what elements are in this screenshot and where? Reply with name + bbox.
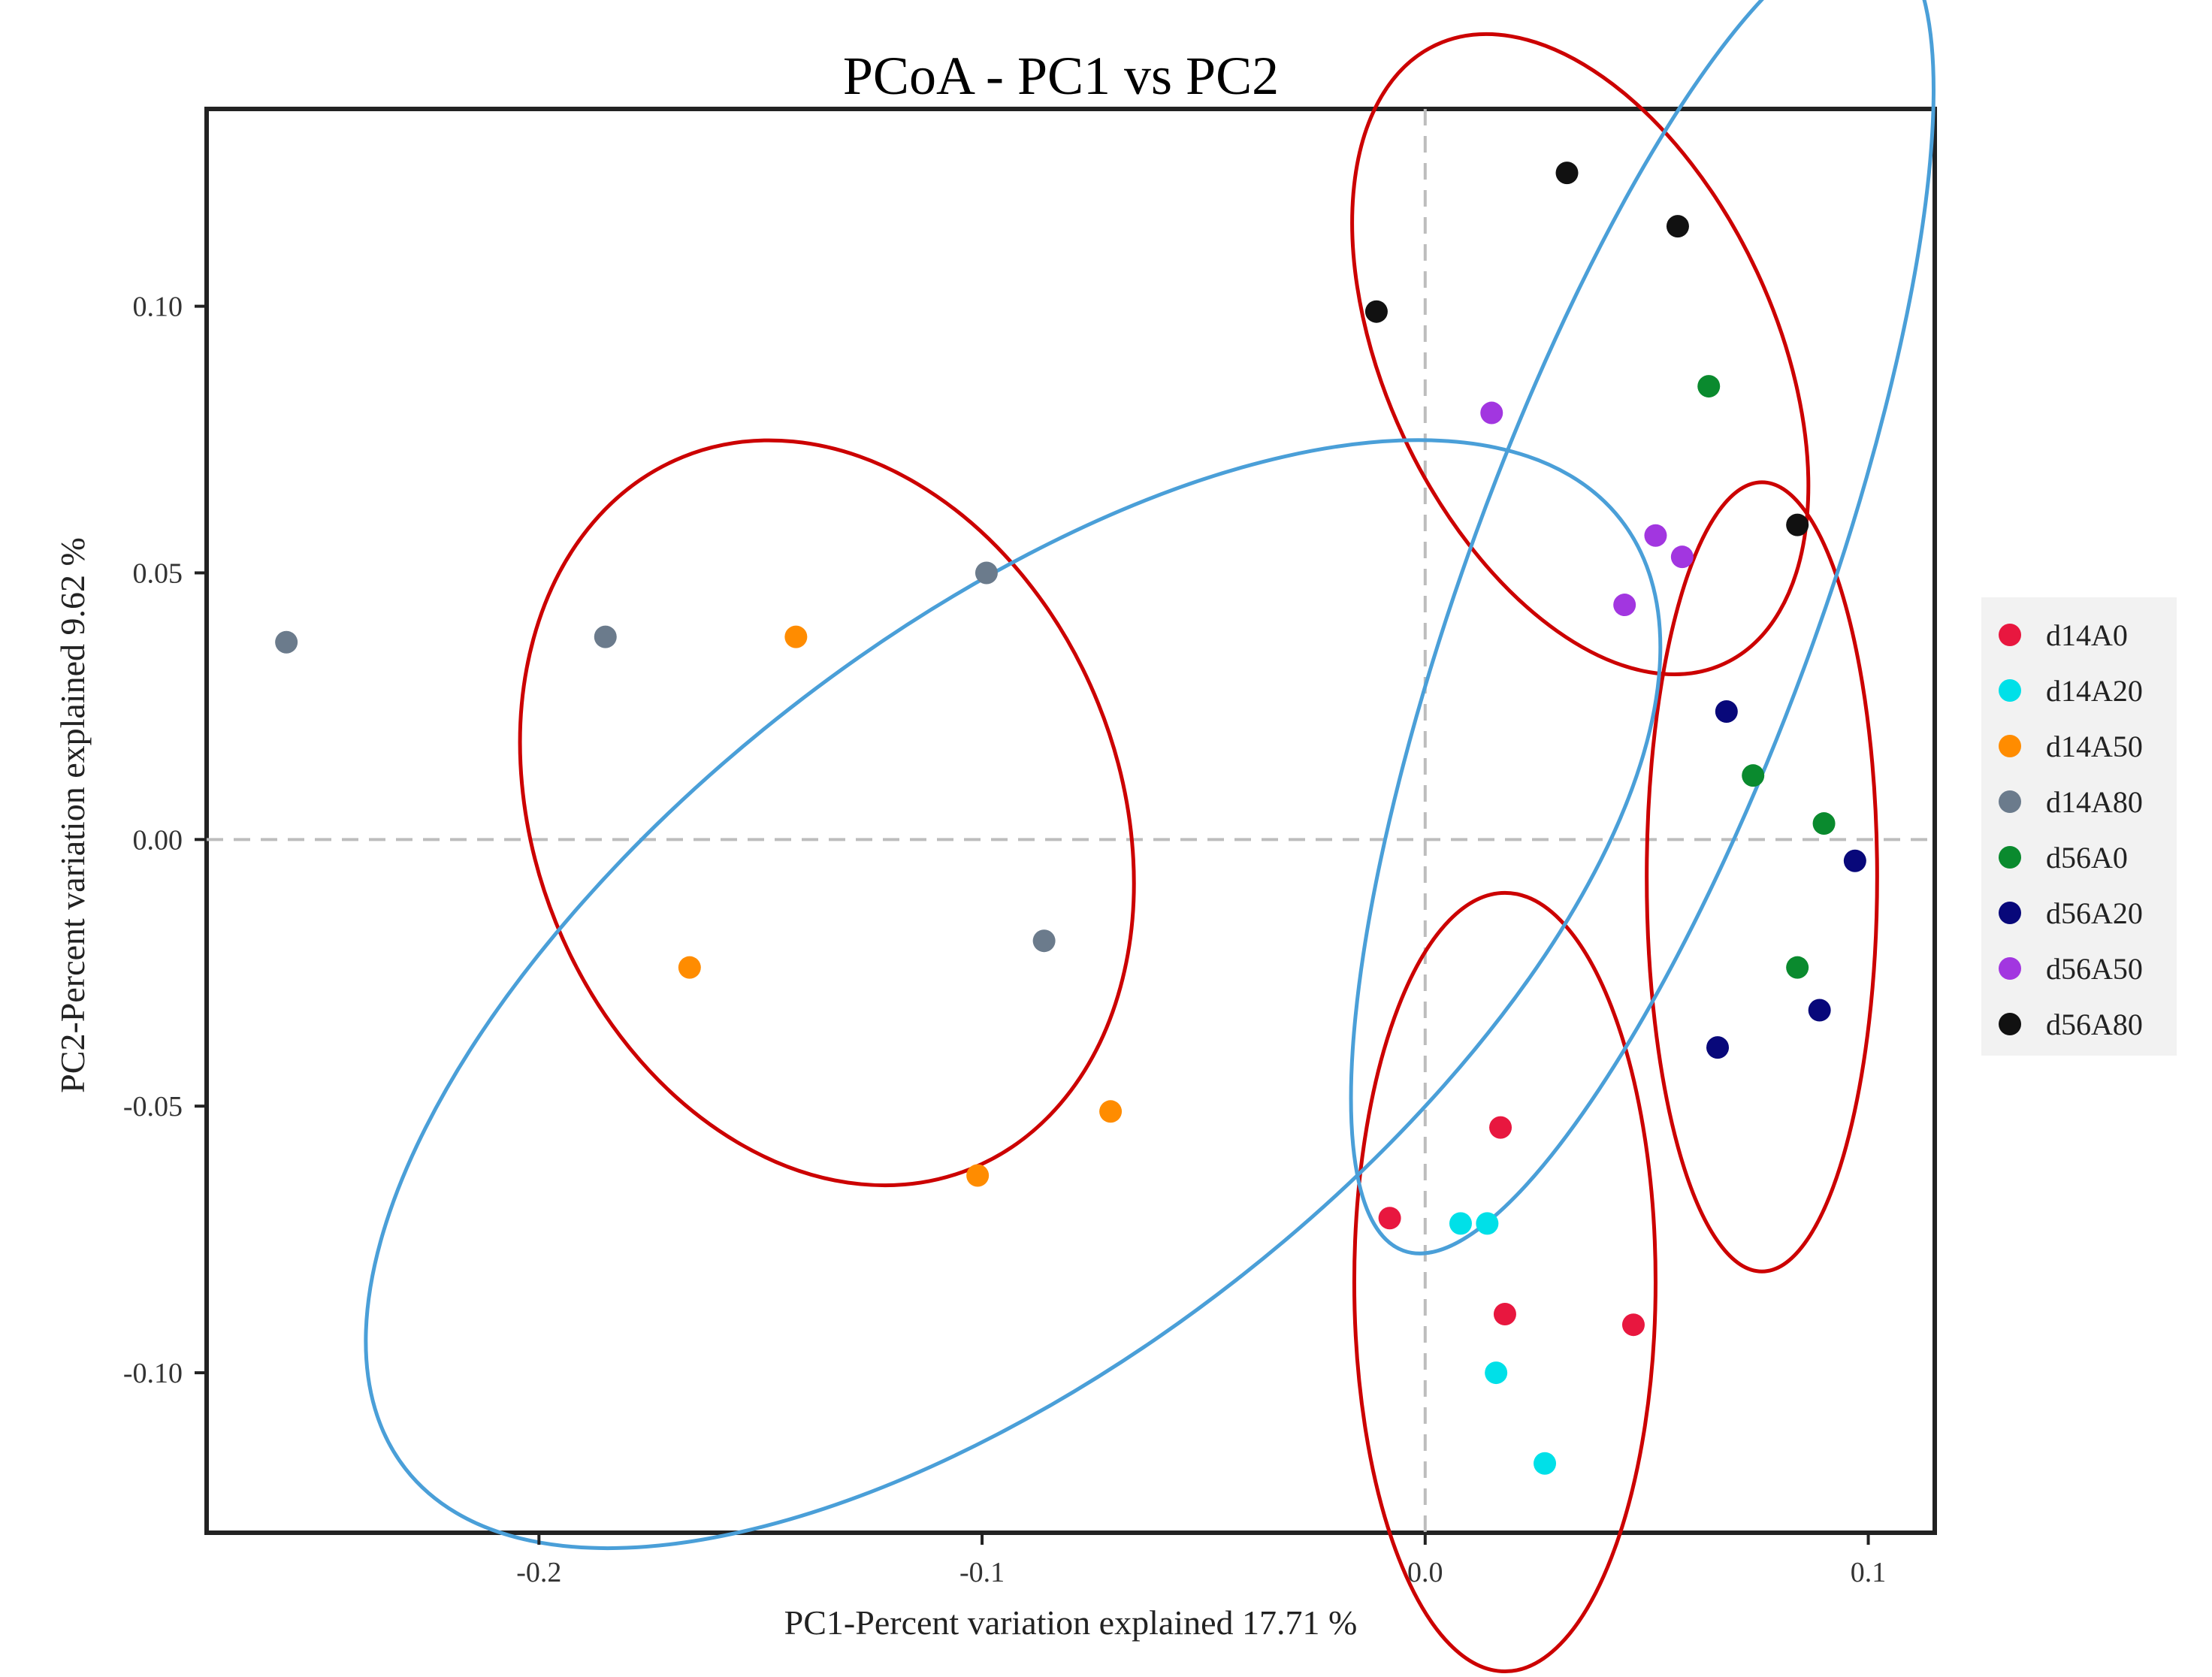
point-d56A80-2 [1666, 215, 1689, 238]
legend-label-d14A0: d14A0 [2046, 618, 2128, 652]
legend-label-d14A20: d14A20 [2046, 674, 2143, 708]
point-d14A80-3 [975, 561, 998, 585]
legend-label-d14A50: d14A50 [2046, 730, 2143, 763]
point-d56A80-4 [1786, 513, 1809, 536]
legend-marker-d14A80 [1999, 790, 2021, 813]
point-d14A0-2 [1489, 1116, 1512, 1139]
point-d56A20-2 [1843, 849, 1866, 872]
point-d14A20-2 [1476, 1212, 1499, 1235]
x-tick-label: -0.1 [959, 1557, 1005, 1588]
point-d14A20-3 [1485, 1361, 1508, 1385]
data-points [275, 162, 1866, 1475]
ellipse-inner-2 [1350, 32, 1811, 677]
point-d56A50-1 [1480, 401, 1503, 425]
ellipse-inner-3 [1645, 480, 1879, 1274]
legend-marker-d14A50 [1999, 735, 2021, 757]
point-d56A20-1 [1715, 700, 1738, 724]
legend-marker-d56A20 [1999, 902, 2021, 924]
ellipse-inner-4 [1352, 890, 1657, 1674]
plot-frame [204, 107, 1937, 1535]
legend-marker-d56A50 [1999, 957, 2021, 980]
point-d14A50-1 [784, 625, 808, 648]
point-d14A50-3 [1099, 1100, 1123, 1123]
point-d56A50-3 [1670, 545, 1694, 569]
point-d56A20-3 [1808, 999, 1831, 1022]
point-d14A0-4 [1621, 1313, 1645, 1337]
point-d56A0-2 [1742, 764, 1765, 787]
legend-marker-d56A0 [1999, 846, 2021, 869]
y-axis-ticks: 0.10 0.05 0.00 -0.05 -0.10 [123, 292, 207, 1389]
x-tick-label: -0.2 [516, 1557, 561, 1588]
ellipse-outer-1 [364, 438, 1663, 1551]
point-d56A50-2 [1644, 524, 1667, 547]
y-axis-label: PC2-Percent variation explained 9.62 % [53, 537, 92, 1093]
legend-label-d56A80: d56A80 [2046, 1008, 2143, 1041]
point-d14A50-2 [678, 956, 701, 979]
point-d14A20-1 [1449, 1212, 1472, 1235]
legend-label-d56A0: d56A0 [2046, 841, 2128, 875]
point-d14A80-1 [275, 630, 298, 654]
point-d56A80-1 [1555, 162, 1579, 185]
ellipse-outer-2 [1349, 0, 1936, 1255]
legend: d14A0 d14A20 d14A50 d14A80 d56A0 d56A20 d56A50… [1981, 597, 2177, 1056]
legend-marker-d14A0 [1999, 624, 2021, 646]
point-d14A20-4 [1534, 1452, 1557, 1475]
point-d56A80-3 [1364, 300, 1388, 323]
point-d56A0-1 [1697, 375, 1721, 398]
legend-label-d14A80: d14A80 [2046, 785, 2143, 819]
point-d56A50-4 [1613, 594, 1636, 617]
point-d56A0-3 [1812, 812, 1836, 835]
legend-label-d56A20: d56A20 [2046, 896, 2143, 930]
legend-label-d56A50: d56A50 [2046, 952, 2143, 986]
group-ellipses [364, 0, 1936, 1674]
point-d14A0-1 [1378, 1207, 1401, 1230]
point-d14A50-4 [966, 1164, 990, 1187]
point-d14A80-4 [1032, 929, 1056, 953]
point-d56A0-4 [1786, 956, 1809, 979]
x-tick-label: 0.1 [1851, 1557, 1887, 1588]
y-tick-label: -0.05 [123, 1091, 183, 1123]
y-tick-label: 0.10 [133, 292, 183, 323]
x-axis-ticks: -0.2 -0.1 0.0 0.1 [516, 1533, 1886, 1588]
y-tick-label: -0.10 [123, 1358, 183, 1389]
point-d14A0-3 [1493, 1303, 1516, 1326]
point-d56A20-4 [1706, 1036, 1730, 1059]
chart-title: PCoA - PC1 vs PC2 [843, 46, 1279, 106]
y-tick-label: 0.00 [133, 824, 183, 856]
legend-marker-d56A80 [1999, 1013, 2021, 1035]
point-d14A80-2 [594, 625, 617, 648]
x-tick-label: 0.0 [1407, 1557, 1443, 1588]
y-tick-label: 0.05 [133, 557, 183, 589]
x-axis-label: PC1-Percent variation explained 17.71 % [784, 1603, 1358, 1642]
legend-marker-d14A20 [1999, 679, 2021, 702]
